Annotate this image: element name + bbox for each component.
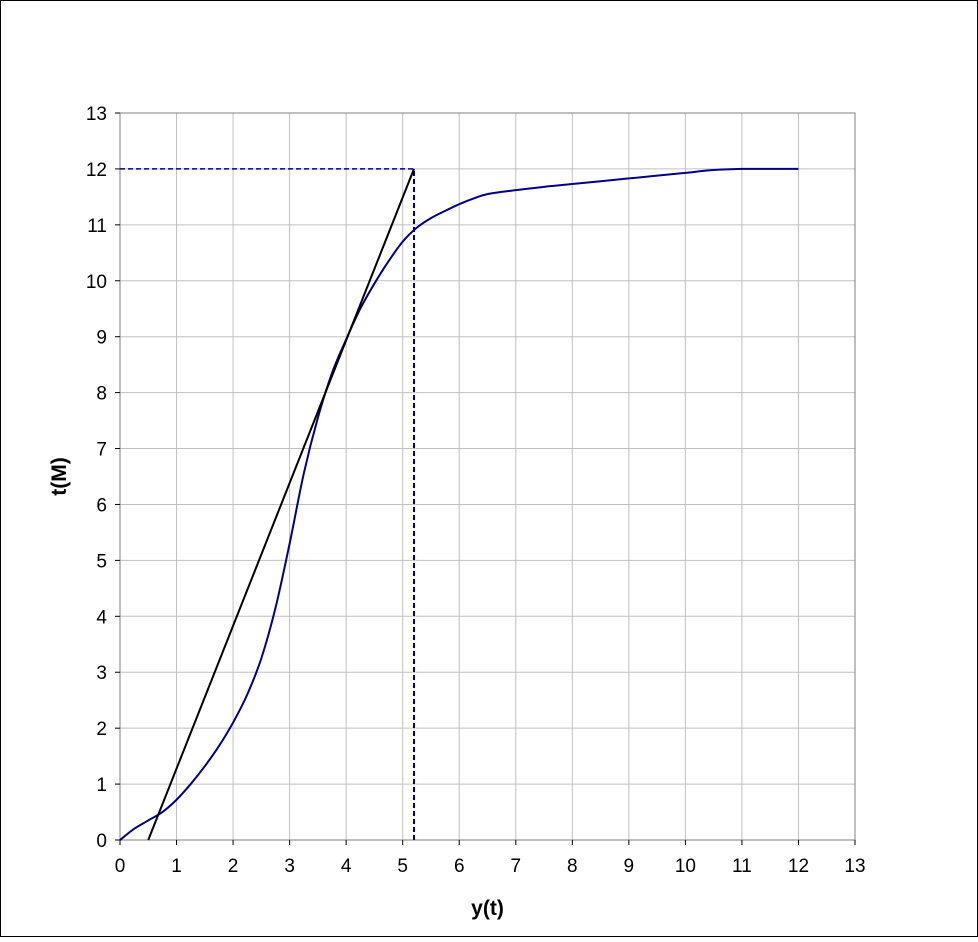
- y-tick-label: 0: [96, 831, 107, 852]
- x-tick-label: 11: [732, 856, 752, 877]
- guide-lines: [120, 168, 415, 840]
- tangent-line: [147, 168, 415, 841]
- x-tick-label: 0: [115, 856, 126, 877]
- y-tick-label: 11: [87, 216, 107, 237]
- y-tick-label: 12: [86, 160, 107, 181]
- plot-border: [119, 112, 856, 841]
- y-tick-label: 1: [96, 775, 107, 796]
- y-tick-label: 6: [96, 495, 107, 516]
- y-tick-label: 8: [96, 384, 107, 405]
- x-axis-ticks: 0 1 2 3 4 5 6 7 8 9 10 11 12 13: [115, 840, 866, 877]
- response-curve: [119, 167, 799, 841]
- y-tick-label: 5: [96, 551, 107, 572]
- x-tick-label: 7: [510, 856, 521, 877]
- plot-area: [120, 113, 855, 840]
- x-tick-label: 1: [171, 856, 182, 877]
- x-tick-label: 2: [228, 856, 239, 877]
- grid-lines: [120, 113, 855, 840]
- y-tick-label: 9: [96, 328, 107, 349]
- x-tick-label: 8: [567, 856, 578, 877]
- x-tick-label: 9: [624, 856, 635, 877]
- y-axis-title: t(M): [48, 457, 71, 495]
- y-tick-label: 13: [86, 104, 107, 125]
- y-tick-label: 10: [86, 272, 107, 293]
- x-tick-label: 10: [675, 856, 696, 877]
- y-tick-label: 4: [96, 607, 107, 628]
- x-axis-title: y(t): [471, 897, 504, 920]
- x-tick-label: 4: [341, 856, 352, 877]
- y-tick-label: 3: [96, 663, 107, 684]
- x-tick-label: 5: [397, 856, 408, 877]
- x-tick-label: 3: [284, 856, 295, 877]
- x-tick-label: 13: [844, 856, 865, 877]
- y-tick-label: 2: [96, 719, 107, 740]
- x-tick-label: 6: [454, 856, 465, 877]
- series-layer: [119, 167, 799, 841]
- x-tick-label: 12: [788, 856, 809, 877]
- y-tick-label: 7: [96, 440, 107, 461]
